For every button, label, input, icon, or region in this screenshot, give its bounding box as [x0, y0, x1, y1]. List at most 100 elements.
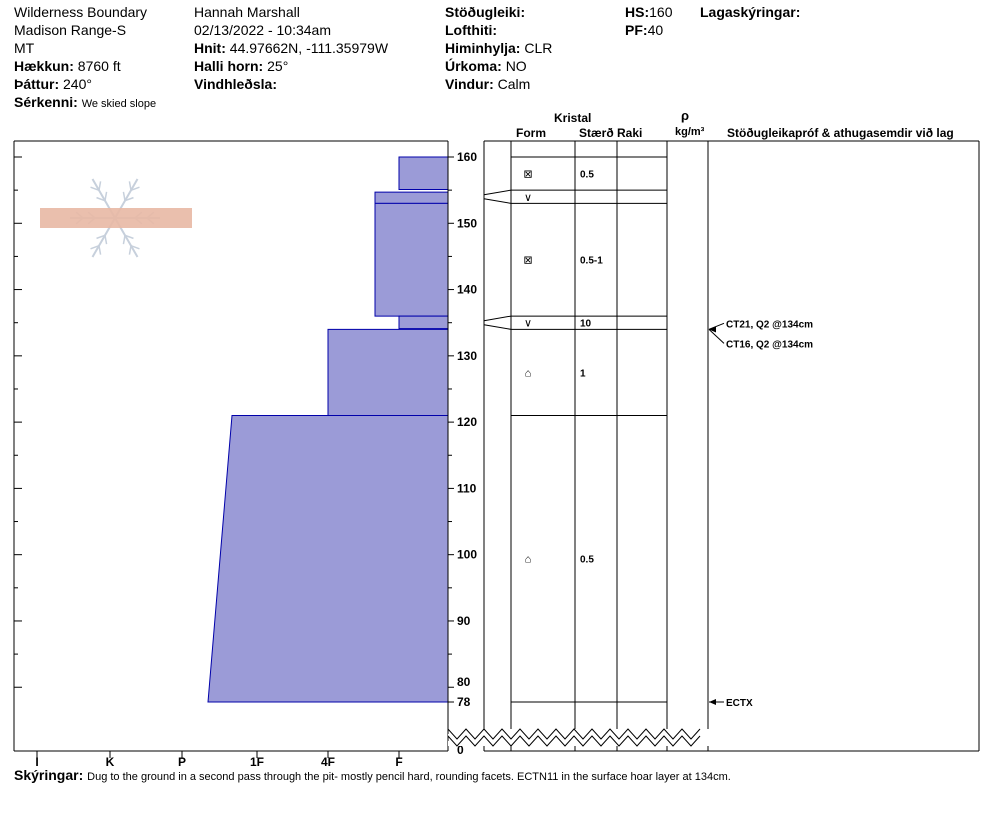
air-temp-row: Lofthiti:: [445, 22, 497, 38]
depth-label-120: 120: [457, 415, 477, 429]
crystal-size-5: 1: [580, 368, 586, 379]
moisture-header: Raki: [617, 126, 643, 140]
wind-row: Vindur: Calm: [445, 76, 530, 92]
air-temp-label: Lofthiti:: [445, 22, 498, 38]
hardness-layer-4: [398, 315, 449, 330]
hardness-label-P: P: [178, 755, 186, 769]
legend-label: Lagaskýringar:: [700, 4, 801, 20]
break-band: [448, 729, 710, 746]
coords-label: Hnit:: [194, 40, 226, 56]
snowflake-branch: [96, 234, 106, 240]
hardness-label-4F: 4F: [321, 755, 335, 769]
chart-frame: [13, 140, 449, 752]
break-zigzag-lower: [447, 734, 701, 747]
coords-value: 44.97662N, -111.35979W: [229, 40, 389, 56]
layer-connector: [483, 315, 512, 322]
snowflake-branch: [104, 191, 108, 201]
test-arrow: [709, 326, 716, 333]
hardness-layer-1: [398, 156, 449, 190]
pf-value: 40: [647, 22, 664, 38]
features-value: We skied slope: [81, 98, 157, 110]
form-header: Form: [516, 126, 546, 140]
sky-value: CLR: [524, 40, 553, 56]
test-label-1: CT21, Q2 @134cm: [726, 319, 813, 330]
depth-label-130: 130: [457, 349, 477, 363]
wind-loading-row: Vindhleðsla:: [194, 76, 277, 92]
aspect-row: Þáttur: 240°: [14, 76, 92, 92]
wind-loading-label: Vindhleðsla:: [194, 76, 277, 92]
stability-tests: CT21, Q2 @134cm CT16, Q2 @134cm ECTX: [708, 319, 813, 709]
slope-row: Halli horn: 25°: [194, 58, 288, 74]
snowflake-branch: [96, 196, 106, 202]
wind-value: Calm: [497, 76, 531, 92]
comments-label: Skýringar:: [14, 767, 84, 783]
hardness-layer-5: [327, 328, 449, 416]
crystal-form-icon: ⌂: [525, 554, 532, 566]
size-header: Stærð: [579, 126, 614, 140]
crystal-form-icon: ∨: [524, 318, 532, 330]
location-name: Wilderness Boundary: [14, 4, 148, 20]
depth-label-78: 78: [457, 695, 471, 709]
layer-connector: [483, 189, 512, 196]
density-unit: kg/m³: [675, 126, 705, 138]
depth-label-140: 140: [457, 283, 477, 297]
observation-datetime: 02/13/2022 - 10:34am: [194, 22, 331, 38]
stability-row: Stöðugleiki:: [445, 4, 525, 20]
crystal-size-3: 0.5-1: [580, 256, 603, 267]
hardness-label-K: K: [106, 755, 115, 769]
snowflake-branch: [122, 191, 126, 201]
crystal-form-icon: ∨: [524, 192, 532, 204]
range-name: Madison Range-S: [14, 22, 127, 38]
test-pointer: [708, 328, 725, 344]
break-zigzag-upper: [447, 727, 701, 740]
observer-name: Hannah Marshall: [194, 4, 300, 20]
snowflake-branch: [124, 196, 134, 202]
comments-value: Dug to the ground in a second pass throu…: [87, 771, 731, 783]
hs-label: HS:: [625, 4, 650, 20]
hardness-layer-2: [374, 191, 449, 204]
layer-table: ⊠ 0.5 ∨ ⊠ 0.5-1 ∨ 10 ⌂ 1 ⌂ 0.5: [447, 140, 980, 752]
hs-value: 160: [649, 4, 673, 20]
features-label: Sérkenni:: [14, 94, 78, 110]
snowflake-branch: [130, 186, 140, 191]
hardness-layer-6: [207, 414, 449, 703]
snowflake-branch: [98, 245, 102, 255]
depth-label-150: 150: [457, 216, 477, 230]
snowflake-branch: [122, 235, 126, 245]
crystal-form-icon: ⊠: [523, 255, 532, 267]
pf-label: PF:: [625, 22, 648, 38]
crystal-size-6: 0.5: [580, 555, 594, 566]
snowflake-branch: [128, 245, 132, 255]
snowflake-branch: [98, 181, 102, 191]
test-label-3: ECTX: [726, 698, 753, 709]
hardness-layer-3: [374, 202, 449, 317]
precip-row: Úrkoma: NO: [445, 58, 527, 74]
snowflake-branch: [90, 245, 100, 250]
slope-label: Halli horn:: [194, 58, 264, 74]
depth-label-0: 0: [457, 743, 464, 757]
hs-row: HS:160: [625, 4, 672, 20]
depth-label-160: 160: [457, 150, 477, 164]
crystal-size-1: 0.5: [580, 170, 594, 181]
sky-row: Himinhylja: CLR: [445, 40, 552, 56]
aspect-label: Þáttur:: [14, 76, 60, 92]
depth-label-80: 80: [457, 675, 471, 689]
wind-label: Vindur:: [445, 76, 494, 92]
features-row: Sérkenni: We skied slope: [14, 94, 156, 111]
coords-row: Hnit: 44.97662N, -111.35979W: [194, 40, 388, 56]
chart-axes: I K P 1F 4F F 0 78 80 90 100 110 120 130 140 150 160: [14, 150, 477, 769]
snowflake-branch: [128, 181, 132, 191]
pf-row: PF:40: [625, 22, 663, 38]
elevation-row: Hækkun: 8760 ft: [14, 58, 121, 74]
snowflake-branch: [130, 245, 140, 250]
snowflake-branch: [124, 234, 134, 240]
elevation-label: Hækkun:: [14, 58, 74, 74]
logo-banner: [40, 208, 192, 228]
layer-connector: [483, 198, 512, 204]
slope-value: 25°: [267, 58, 289, 74]
test-label-2: CT16, Q2 @134cm: [726, 339, 813, 350]
depth-label-100: 100: [457, 548, 477, 562]
snowflake-branch: [90, 186, 100, 191]
snowflake-branch: [104, 235, 108, 245]
